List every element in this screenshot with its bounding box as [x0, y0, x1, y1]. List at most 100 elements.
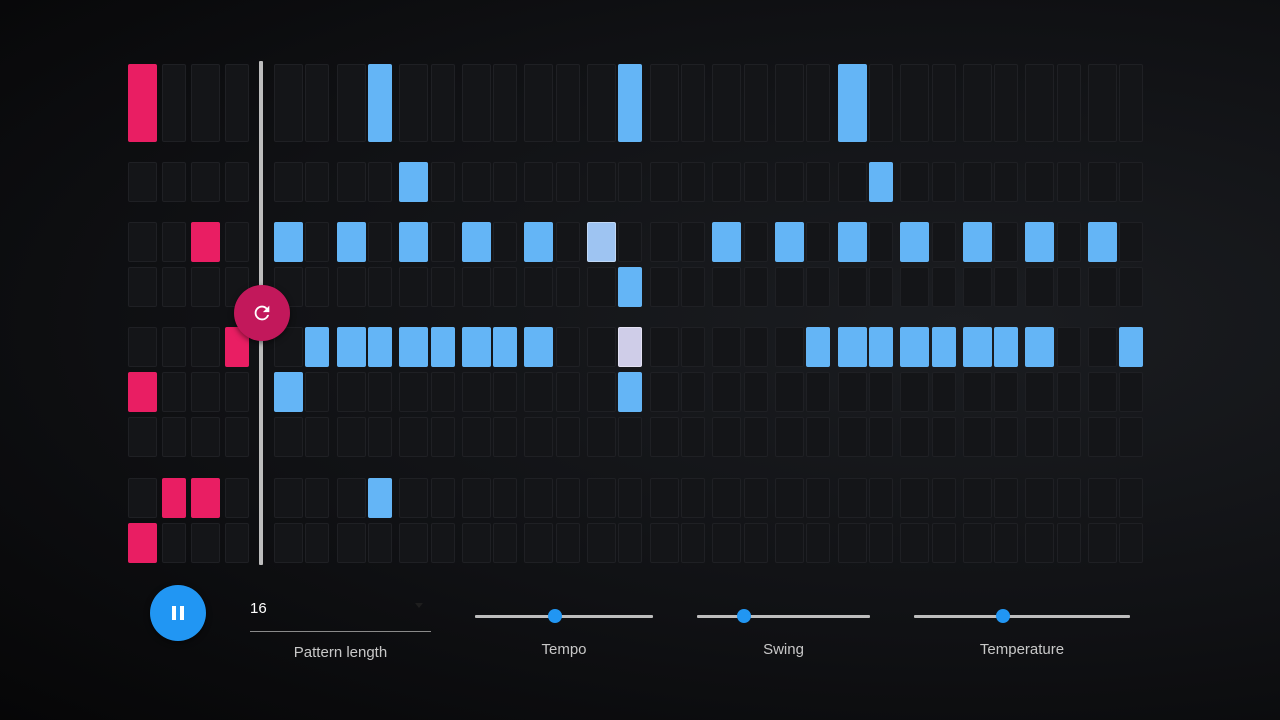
generated-step-cell[interactable] [431, 417, 455, 457]
seed-step-cell[interactable] [128, 372, 157, 412]
swing-slider-thumb[interactable] [736, 609, 751, 623]
generated-step-cell[interactable] [650, 478, 679, 518]
generated-step-cell[interactable] [932, 64, 956, 142]
generated-step-cell[interactable] [368, 478, 392, 518]
generated-step-cell[interactable] [556, 64, 580, 142]
generated-step-cell[interactable] [806, 523, 830, 563]
generated-step-cell[interactable] [838, 417, 867, 457]
generated-step-cell[interactable] [337, 267, 366, 307]
generated-step-cell[interactable] [399, 327, 428, 367]
generated-step-cell[interactable] [274, 478, 303, 518]
generated-step-cell[interactable] [524, 327, 553, 367]
generated-step-cell[interactable] [869, 267, 893, 307]
generated-step-cell[interactable] [493, 222, 517, 262]
generated-step-cell[interactable] [618, 417, 642, 457]
generated-step-cell[interactable] [712, 478, 741, 518]
generated-step-cell[interactable] [712, 417, 741, 457]
generated-step-cell[interactable] [274, 64, 303, 142]
generated-step-cell[interactable] [744, 222, 768, 262]
generated-step-cell[interactable] [994, 162, 1018, 202]
generated-step-cell[interactable] [399, 267, 428, 307]
generated-step-cell[interactable] [399, 162, 428, 202]
generated-step-cell[interactable] [1119, 478, 1143, 518]
generated-step-cell[interactable] [775, 372, 804, 412]
generated-step-cell[interactable] [1119, 267, 1143, 307]
generated-step-cell[interactable] [1057, 417, 1081, 457]
seed-step-cell[interactable] [128, 64, 157, 142]
seed-step-cell[interactable] [162, 478, 186, 518]
generated-step-cell[interactable] [1057, 478, 1081, 518]
seed-step-cell[interactable] [128, 267, 157, 307]
generated-step-cell[interactable] [932, 267, 956, 307]
generated-step-cell[interactable] [1025, 162, 1054, 202]
generated-step-cell[interactable] [431, 64, 455, 142]
generated-step-cell[interactable] [806, 478, 830, 518]
generated-step-cell[interactable] [681, 222, 705, 262]
generated-step-cell[interactable] [806, 327, 830, 367]
generated-step-cell[interactable] [274, 372, 303, 412]
generated-step-cell[interactable] [775, 162, 804, 202]
generated-step-cell[interactable] [587, 478, 616, 518]
generated-step-cell[interactable] [650, 417, 679, 457]
generated-step-cell[interactable] [712, 267, 741, 307]
generated-step-cell[interactable] [1119, 417, 1143, 457]
generated-step-cell[interactable] [1057, 267, 1081, 307]
generated-step-cell[interactable] [556, 523, 580, 563]
generated-step-cell[interactable] [305, 372, 329, 412]
temperature-slider-thumb[interactable] [995, 609, 1010, 623]
generated-step-cell[interactable] [1057, 372, 1081, 412]
seed-step-cell[interactable] [191, 64, 220, 142]
seed-step-cell[interactable] [128, 523, 157, 563]
generated-step-cell[interactable] [869, 372, 893, 412]
generated-step-cell[interactable] [368, 222, 392, 262]
generated-step-cell[interactable] [431, 478, 455, 518]
generated-step-cell[interactable] [556, 162, 580, 202]
seed-step-cell[interactable] [162, 64, 186, 142]
generated-step-cell[interactable] [681, 64, 705, 142]
generated-step-cell[interactable] [274, 523, 303, 563]
generated-step-cell[interactable] [932, 162, 956, 202]
generated-step-cell[interactable] [712, 523, 741, 563]
generated-step-cell[interactable] [838, 267, 867, 307]
generated-step-cell[interactable] [524, 64, 553, 142]
generated-step-cell[interactable] [524, 162, 553, 202]
generated-step-cell[interactable] [994, 417, 1018, 457]
generated-step-cell[interactable] [869, 417, 893, 457]
tempo-slider-thumb[interactable] [548, 609, 563, 623]
generated-step-cell[interactable] [712, 64, 741, 142]
generated-step-cell[interactable] [994, 478, 1018, 518]
generated-step-cell[interactable] [368, 523, 392, 563]
generated-step-cell[interactable] [1088, 523, 1117, 563]
generated-step-cell[interactable] [712, 162, 741, 202]
generated-step-cell[interactable] [744, 372, 768, 412]
generated-step-cell[interactable] [337, 417, 366, 457]
generated-step-cell[interactable] [744, 267, 768, 307]
generated-step-cell[interactable] [806, 267, 830, 307]
generated-step-cell[interactable] [1088, 327, 1117, 367]
generated-step-cell[interactable] [305, 523, 329, 563]
generated-step-cell[interactable] [650, 64, 679, 142]
generated-step-cell[interactable] [305, 64, 329, 142]
generated-step-cell[interactable] [869, 523, 893, 563]
generated-step-cell[interactable] [524, 478, 553, 518]
generated-step-cell[interactable] [1025, 523, 1054, 563]
generated-step-cell[interactable] [806, 64, 830, 142]
seed-step-cell[interactable] [225, 372, 249, 412]
generated-step-cell[interactable] [1119, 372, 1143, 412]
generated-step-cell[interactable] [994, 222, 1018, 262]
generated-step-cell[interactable] [493, 372, 517, 412]
pattern-length-select[interactable]: 16 [250, 594, 431, 632]
generated-step-cell[interactable] [618, 372, 642, 412]
generated-step-cell[interactable] [1088, 162, 1117, 202]
generated-step-cell[interactable] [994, 523, 1018, 563]
generated-step-cell[interactable] [838, 222, 867, 262]
seed-step-cell[interactable] [128, 222, 157, 262]
generated-step-cell[interactable] [869, 162, 893, 202]
generated-step-cell[interactable] [1057, 523, 1081, 563]
seed-step-cell[interactable] [191, 417, 220, 457]
generated-step-cell[interactable] [305, 417, 329, 457]
generated-step-cell[interactable] [462, 222, 491, 262]
generated-step-cell[interactable] [1025, 327, 1054, 367]
generated-step-cell[interactable] [305, 267, 329, 307]
generated-step-cell[interactable] [618, 222, 642, 262]
